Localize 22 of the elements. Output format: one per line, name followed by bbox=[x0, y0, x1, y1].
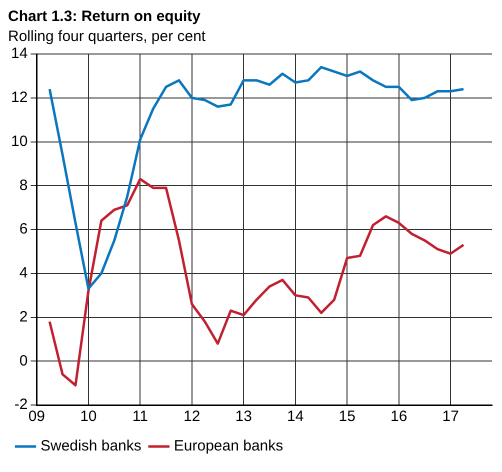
x-tick-label: 16 bbox=[390, 408, 408, 426]
y-tick-label: 8 bbox=[19, 176, 28, 194]
legend-label: European banks bbox=[174, 438, 284, 455]
x-tick-label: 11 bbox=[132, 408, 148, 426]
x-tick-label: 17 bbox=[442, 408, 459, 426]
y-tick-label: 14 bbox=[10, 45, 28, 62]
x-tick-label: 09 bbox=[28, 408, 46, 426]
y-tick-label: 10 bbox=[10, 132, 28, 150]
y-tick-label: 0 bbox=[19, 352, 28, 370]
y-tick-label: 6 bbox=[19, 220, 28, 238]
y-tick-label: 2 bbox=[19, 308, 28, 326]
x-tick-label: 14 bbox=[287, 408, 304, 426]
y-tick-label: -2 bbox=[14, 396, 28, 414]
chart-subtitle: Rolling four quarters, per cent bbox=[8, 28, 206, 46]
y-tick-label: 4 bbox=[19, 264, 28, 282]
x-tick-label: 15 bbox=[338, 408, 356, 426]
y-tick-label: 12 bbox=[10, 89, 28, 106]
x-tick-label: 12 bbox=[184, 408, 200, 426]
chart-title: Chart 1.3: Return on equity bbox=[8, 8, 202, 26]
x-tick-label: 10 bbox=[80, 408, 97, 426]
legend-label: Swedish banks bbox=[40, 438, 142, 455]
x-tick-label: 13 bbox=[235, 408, 252, 426]
